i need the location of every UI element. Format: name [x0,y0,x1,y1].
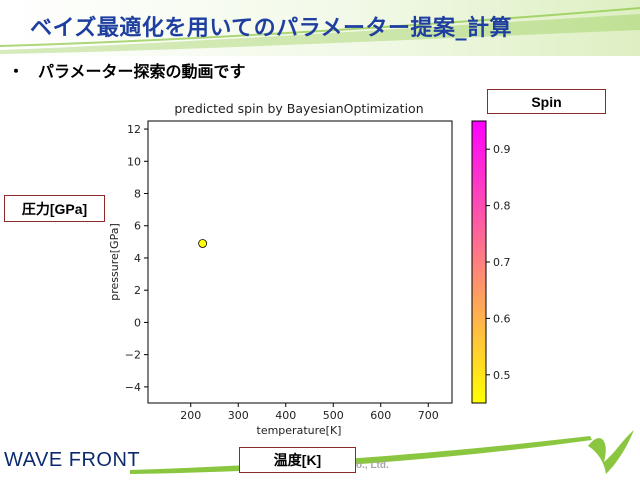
spin-label-box: Spin [487,89,606,114]
colorbar-ticks: 0.5 0.6 0.7 0.8 0.9 [486,143,511,382]
plot-area [147,120,453,404]
title-bar [0,0,640,56]
data-points [198,239,208,248]
colorbar-tick-label-2: 0.7 [493,256,511,269]
x-tick-label-2: 400 [275,409,296,422]
colorbar-tick-label-3: 0.8 [493,200,511,213]
x-tick-label-1: 300 [228,409,249,422]
copyright-text: o., Ltd. [356,460,389,471]
x-tick-label-4: 600 [370,409,391,422]
colorbar-tick-label-1: 0.6 [493,312,511,325]
y-tick-label-8: 12 [127,123,141,136]
y-axis-ticks: −4 −2 0 2 4 6 8 10 12 [125,123,148,394]
slide-title: ベイズ最適化を用いてのパラメーター提案_計算 [30,16,513,41]
x-tick-label-3: 500 [323,409,344,422]
bullet-point: ・パラメーター探索の動画です [8,58,246,82]
colorbar-tick-label-0: 0.5 [493,369,511,382]
wavefront-logo: WAVE FRONT [4,449,141,471]
data-point-0 [198,239,208,248]
x-tick-label-5: 700 [418,409,439,422]
x-axis-label: temperature[K] [257,424,342,437]
colorbar [471,120,487,404]
y-tick-label-4: 4 [134,252,141,265]
y-axis-label: pressure[GPa] [108,223,121,301]
y-tick-label-0: −4 [125,381,141,394]
colorbar-tick-label-4: 0.9 [493,143,511,156]
y-tick-label-2: 0 [134,316,141,329]
y-tick-label-5: 6 [134,220,141,233]
temperature-label-box: 温度[K] [239,447,356,473]
bullet-mark: ・ [8,62,25,81]
y-tick-label-7: 10 [127,155,141,168]
x-axis-ticks: 200 300 400 500 600 700 [180,403,439,422]
y-tick-label-3: 2 [134,284,141,297]
y-tick-label-1: −2 [125,349,141,362]
y-tick-label-6: 8 [134,188,141,201]
x-tick-label-0: 200 [180,409,201,422]
chart-title: predicted spin by BayesianOptimization [174,101,423,116]
bullet-text: パラメーター探索の動画です [38,62,246,81]
pressure-label-box: 圧力[GPa] [4,195,105,222]
